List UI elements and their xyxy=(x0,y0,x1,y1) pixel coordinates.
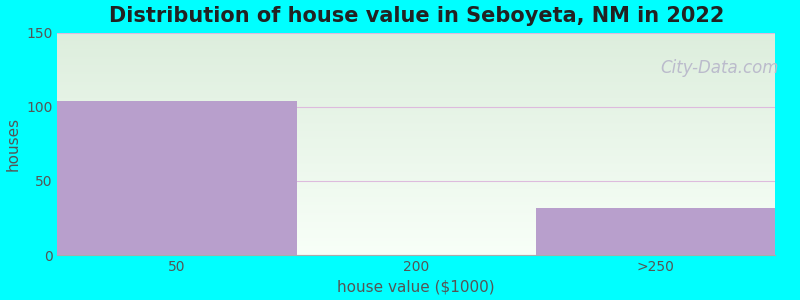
X-axis label: house value ($1000): house value ($1000) xyxy=(338,279,495,294)
Title: Distribution of house value in Seboyeta, NM in 2022: Distribution of house value in Seboyeta,… xyxy=(109,6,724,26)
Bar xyxy=(58,101,297,255)
Text: City-Data.com: City-Data.com xyxy=(660,59,778,77)
Y-axis label: houses: houses xyxy=(6,117,21,171)
Bar xyxy=(536,208,775,255)
